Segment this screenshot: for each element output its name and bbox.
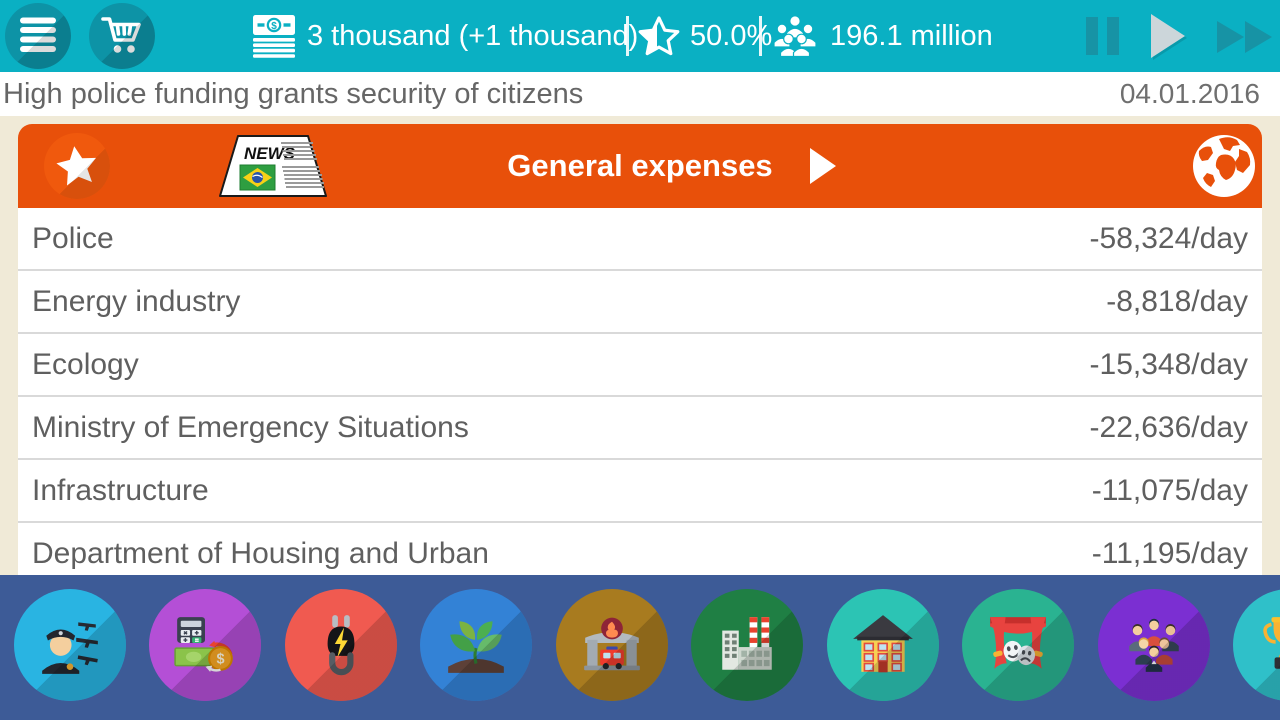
expenses-panel: NEWS: [18, 124, 1262, 575]
play-button[interactable]: [1151, 14, 1185, 58]
ticker-message: High police funding grants security of c…: [3, 77, 584, 110]
fast-forward-button[interactable]: [1217, 21, 1272, 53]
svg-text:$: $: [216, 652, 224, 668]
expense-label: Infrastructure: [32, 473, 209, 507]
fire-station-icon: [584, 617, 640, 671]
factory-icon: [722, 617, 772, 670]
trophy-icon: [1263, 617, 1280, 669]
budget-value: 3 thousand (+1 thousand): [307, 19, 639, 52]
population-stat[interactable]: 196.1 million: [769, 0, 993, 72]
expense-label: Police: [32, 221, 114, 255]
expenses-table: Police -58,324/day Energy industry -8,81…: [18, 208, 1262, 575]
world-button[interactable]: [1191, 133, 1257, 199]
news-label: NEWS: [244, 144, 296, 163]
economy-icon: $: [174, 617, 233, 672]
expense-value: -11,075/day: [1091, 473, 1248, 507]
ecology-icon: [448, 621, 504, 673]
menu-icon: [20, 17, 56, 52]
dock-item-emergency[interactable]: [556, 589, 668, 701]
dock-item-culture[interactable]: [962, 589, 1074, 701]
dock-item-achievements[interactable]: [1233, 589, 1280, 701]
table-row-housing[interactable]: Department of Housing and Urban -11,195/…: [18, 523, 1262, 575]
dock-item-ecology[interactable]: [420, 589, 532, 701]
expense-value: -58,324/day: [1089, 221, 1248, 255]
dock-item-economy[interactable]: $: [149, 589, 261, 701]
rating-stat[interactable]: 50.0%: [637, 0, 772, 72]
pause-button[interactable]: [1086, 17, 1120, 55]
panel-header: NEWS: [18, 124, 1262, 208]
police-icon: [42, 622, 98, 674]
expense-label: Department of Housing and Urban: [32, 536, 489, 570]
globe-icon: [1193, 135, 1255, 197]
table-row-emergency[interactable]: Ministry of Emergency Situations -22,636…: [18, 397, 1262, 460]
star-half-icon: [638, 16, 680, 56]
people-icon: [773, 15, 817, 58]
money-icon: $: [253, 15, 295, 58]
stat-separator: [626, 16, 629, 56]
budget-stat[interactable]: $ 3 thousand (+1 thousand): [250, 0, 638, 72]
panel-title: General expenses: [507, 148, 773, 183]
dock-item-housing[interactable]: [827, 589, 939, 701]
game-date: 04.01.2016: [1119, 78, 1260, 109]
dock-item-industry[interactable]: [691, 589, 803, 701]
energy-icon: [327, 615, 355, 676]
top-bar: $ 3 thousand (+1 thousand) 50.0%: [0, 0, 1280, 72]
cart-icon: [101, 17, 141, 53]
expense-value: -22,636/day: [1089, 410, 1248, 444]
rating-value: 50.0%: [690, 19, 773, 52]
expense-value: -15,348/day: [1089, 347, 1248, 381]
newspaper-icon: NEWS: [219, 135, 327, 197]
dock-item-population[interactable]: [1098, 589, 1210, 701]
news-ticker: High police funding grants security of c…: [0, 72, 1280, 116]
table-row-infrastructure[interactable]: Infrastructure -11,075/day: [18, 460, 1262, 523]
table-row-energy-industry[interactable]: Energy industry -8,818/day: [18, 271, 1262, 334]
house-icon: [853, 615, 913, 673]
favorites-button[interactable]: [44, 133, 110, 199]
next-category-arrow[interactable]: [810, 148, 836, 184]
dock-item-energy[interactable]: [285, 589, 397, 701]
crowd-icon: [1129, 618, 1179, 672]
dock-item-police[interactable]: [14, 589, 126, 701]
shop-button[interactable]: [89, 3, 155, 69]
table-row-police[interactable]: Police -58,324/day: [18, 208, 1262, 271]
svg-text:$: $: [271, 21, 277, 32]
expense-value: -11,195/day: [1091, 536, 1248, 570]
ministry-dock: $: [0, 575, 1280, 720]
news-button[interactable]: NEWS: [218, 134, 328, 203]
content-area: NEWS: [0, 116, 1280, 575]
expense-label: Ecology: [32, 347, 139, 381]
table-row-ecology[interactable]: Ecology -15,348/day: [18, 334, 1262, 397]
stat-separator: [759, 16, 762, 56]
expense-label: Ministry of Emergency Situations: [32, 410, 469, 444]
expense-label: Energy industry: [32, 284, 241, 318]
population-value: 196.1 million: [830, 19, 993, 52]
menu-button[interactable]: [5, 3, 71, 69]
theater-masks-icon: [990, 617, 1046, 669]
expense-value: -8,818/day: [1106, 284, 1248, 318]
